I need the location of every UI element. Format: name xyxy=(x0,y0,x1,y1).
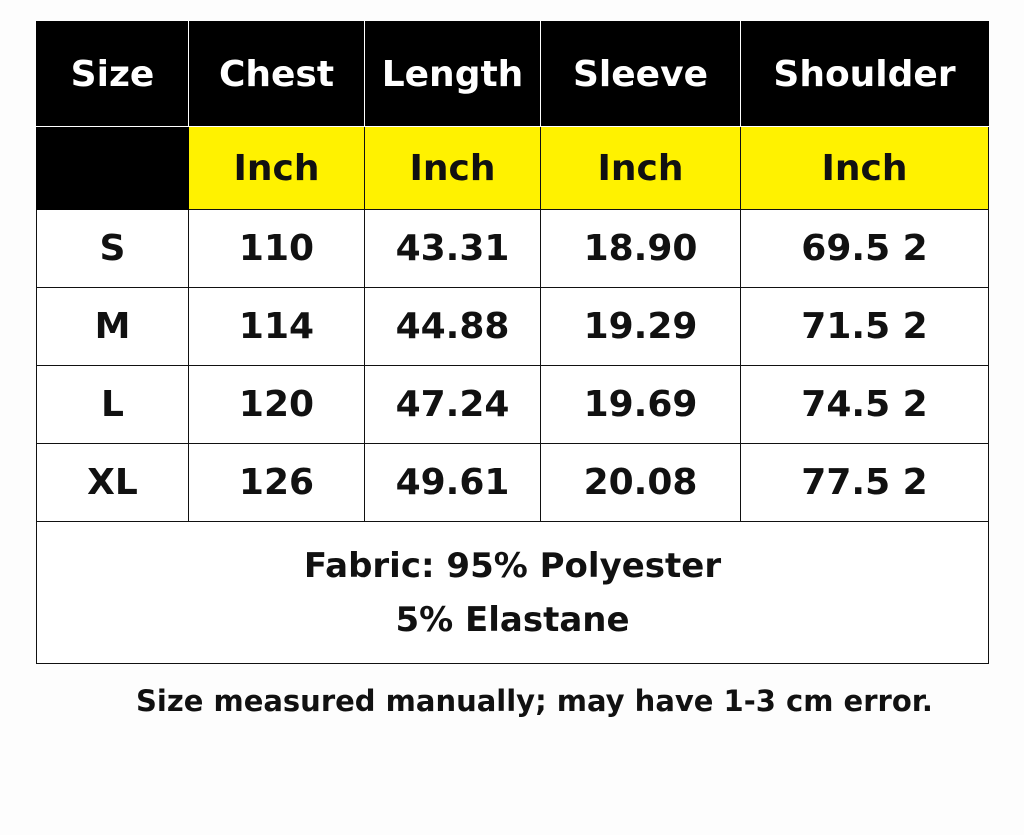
unit-cell: Inch xyxy=(740,126,989,210)
table-row: M 114 44.88 19.29 71.5 2 xyxy=(36,287,989,366)
table-cell: 49.61 xyxy=(364,443,541,522)
header-size: Size xyxy=(36,21,189,127)
unit-cell: Inch xyxy=(540,126,741,210)
header-sleeve: Sleeve xyxy=(540,21,741,127)
table-cell: M xyxy=(36,287,189,366)
size-chart-table: Size Chest Length Sleeve Shoulder Inch I… xyxy=(36,21,989,664)
table-row: S 110 43.31 18.90 69.5 2 xyxy=(36,209,989,288)
table-cell: 18.90 xyxy=(540,209,741,288)
header-row: Size Chest Length Sleeve Shoulder xyxy=(36,21,989,127)
header-chest: Chest xyxy=(188,21,365,127)
measurement-note: Size measured manually; may have 1-3 cm … xyxy=(136,684,933,718)
table-cell: 120 xyxy=(188,365,365,444)
table-row: XL 126 49.61 20.08 77.5 2 xyxy=(36,443,989,522)
table-cell: 20.08 xyxy=(540,443,741,522)
table-cell: 126 xyxy=(188,443,365,522)
table-cell: 110 xyxy=(188,209,365,288)
unit-cell: Inch xyxy=(188,126,365,210)
table-cell: 69.5 2 xyxy=(740,209,989,288)
table-cell: 77.5 2 xyxy=(740,443,989,522)
table-cell: 43.31 xyxy=(364,209,541,288)
table-cell: S xyxy=(36,209,189,288)
table-row: L 120 47.24 19.69 74.5 2 xyxy=(36,365,989,444)
table-cell: 71.5 2 xyxy=(740,287,989,366)
table-cell: 19.29 xyxy=(540,287,741,366)
table-cell: 47.24 xyxy=(364,365,541,444)
unit-blank xyxy=(36,126,189,210)
fabric-line-2: 5% Elastane xyxy=(395,599,630,640)
unit-cell: Inch xyxy=(364,126,541,210)
table-cell: 44.88 xyxy=(364,287,541,366)
fabric-cell: Fabric: 95% Polyester 5% Elastane xyxy=(36,521,989,664)
fabric-line-1: Fabric: 95% Polyester xyxy=(303,545,722,586)
fabric-row: Fabric: 95% Polyester 5% Elastane xyxy=(36,521,989,664)
table-cell: 74.5 2 xyxy=(740,365,989,444)
table-cell: 19.69 xyxy=(540,365,741,444)
table-cell: 114 xyxy=(188,287,365,366)
header-shoulder: Shoulder xyxy=(740,21,989,127)
unit-row: Inch Inch Inch Inch xyxy=(36,126,989,210)
header-length: Length xyxy=(364,21,541,127)
table-cell: XL xyxy=(36,443,189,522)
table-cell: L xyxy=(36,365,189,444)
